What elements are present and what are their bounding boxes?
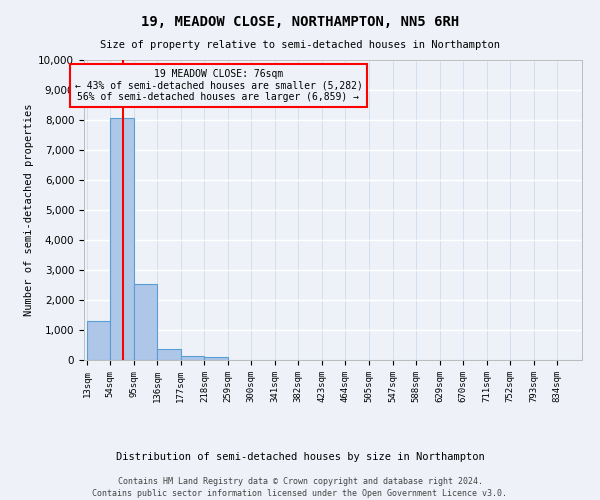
Text: Contains HM Land Registry data © Crown copyright and database right 2024.: Contains HM Land Registry data © Crown c… — [118, 478, 482, 486]
Text: 19 MEADOW CLOSE: 76sqm
← 43% of semi-detached houses are smaller (5,282)
56% of : 19 MEADOW CLOSE: 76sqm ← 43% of semi-det… — [74, 69, 362, 102]
Text: Contains public sector information licensed under the Open Government Licence v3: Contains public sector information licen… — [92, 489, 508, 498]
Bar — [87, 321, 110, 360]
Text: Size of property relative to semi-detached houses in Northampton: Size of property relative to semi-detach… — [100, 40, 500, 50]
Bar — [110, 118, 134, 360]
Bar — [157, 349, 181, 360]
Bar — [134, 284, 157, 360]
Bar — [181, 356, 204, 360]
Text: 19, MEADOW CLOSE, NORTHAMPTON, NN5 6RH: 19, MEADOW CLOSE, NORTHAMPTON, NN5 6RH — [141, 15, 459, 29]
Y-axis label: Number of semi-detached properties: Number of semi-detached properties — [24, 104, 34, 316]
Bar — [205, 356, 227, 360]
Text: Distribution of semi-detached houses by size in Northampton: Distribution of semi-detached houses by … — [116, 452, 484, 462]
